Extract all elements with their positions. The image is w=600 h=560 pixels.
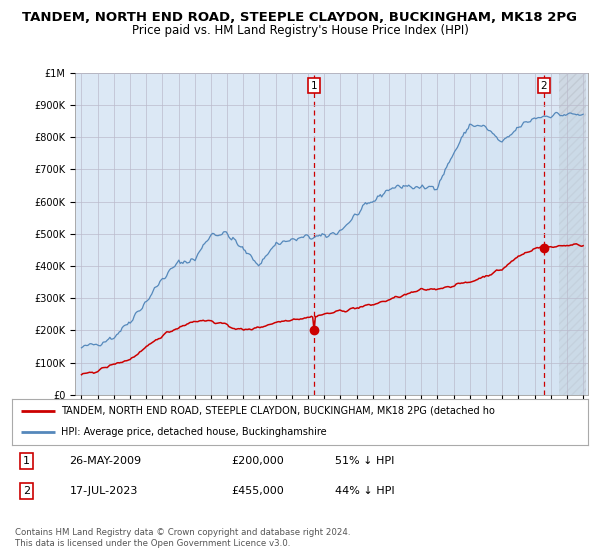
Text: 51% ↓ HPI: 51% ↓ HPI	[335, 456, 394, 466]
Text: TANDEM, NORTH END ROAD, STEEPLE CLAYDON, BUCKINGHAM, MK18 2PG: TANDEM, NORTH END ROAD, STEEPLE CLAYDON,…	[23, 11, 577, 24]
Text: 26-MAY-2009: 26-MAY-2009	[70, 456, 142, 466]
Text: £455,000: £455,000	[231, 486, 284, 496]
Text: This data is licensed under the Open Government Licence v3.0.: This data is licensed under the Open Gov…	[15, 539, 290, 548]
Text: 1: 1	[23, 456, 30, 466]
Text: HPI: Average price, detached house, Buckinghamshire: HPI: Average price, detached house, Buck…	[61, 427, 326, 437]
Text: TANDEM, NORTH END ROAD, STEEPLE CLAYDON, BUCKINGHAM, MK18 2PG (detached ho: TANDEM, NORTH END ROAD, STEEPLE CLAYDON,…	[61, 406, 495, 416]
Text: 44% ↓ HPI: 44% ↓ HPI	[335, 486, 394, 496]
Text: 2: 2	[541, 81, 547, 91]
Text: 17-JUL-2023: 17-JUL-2023	[70, 486, 138, 496]
Text: 2: 2	[23, 486, 30, 496]
Text: 1: 1	[311, 81, 317, 91]
Text: Contains HM Land Registry data © Crown copyright and database right 2024.: Contains HM Land Registry data © Crown c…	[15, 528, 350, 536]
Text: £200,000: £200,000	[231, 456, 284, 466]
Text: Price paid vs. HM Land Registry's House Price Index (HPI): Price paid vs. HM Land Registry's House …	[131, 24, 469, 37]
